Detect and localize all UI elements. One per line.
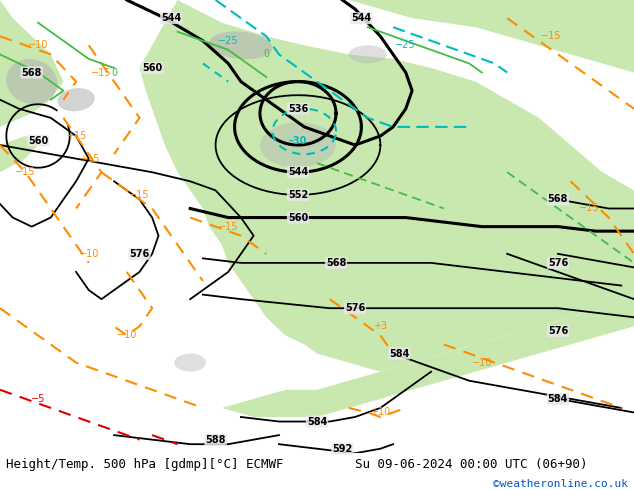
Text: +15: +15 [79, 154, 99, 164]
Text: 552: 552 [288, 190, 308, 200]
Text: 544: 544 [288, 167, 308, 177]
Text: −15: −15 [541, 31, 562, 41]
Text: +10: +10 [370, 408, 391, 417]
Text: 560: 560 [28, 136, 48, 146]
Text: −25: −25 [396, 40, 416, 50]
Polygon shape [0, 136, 38, 172]
Text: 576: 576 [345, 303, 365, 313]
Text: +15: +15 [66, 131, 86, 141]
Text: −10: −10 [117, 330, 137, 341]
Polygon shape [139, 0, 634, 371]
Text: −15: −15 [15, 167, 36, 177]
Text: –30: –30 [289, 136, 307, 146]
Polygon shape [222, 294, 634, 417]
Text: 544: 544 [161, 13, 181, 23]
Text: ©weatheronline.co.uk: ©weatheronline.co.uk [493, 480, 628, 490]
Text: −5: −5 [31, 394, 45, 404]
Text: 576: 576 [548, 258, 568, 268]
Text: 576: 576 [548, 326, 568, 336]
Polygon shape [0, 0, 63, 127]
Text: 544: 544 [351, 13, 372, 23]
Text: 584: 584 [389, 348, 410, 359]
Polygon shape [349, 0, 634, 73]
Text: 588: 588 [205, 435, 226, 444]
Text: −10: −10 [79, 249, 99, 259]
Text: −15: −15 [91, 68, 112, 77]
Text: 568: 568 [22, 68, 42, 77]
Text: 584: 584 [307, 416, 327, 426]
Text: −15: −15 [218, 221, 238, 232]
Text: −10: −10 [28, 40, 48, 50]
Text: Su 09-06-2024 00:00 UTC (06+90): Su 09-06-2024 00:00 UTC (06+90) [355, 458, 588, 471]
Text: 584: 584 [548, 394, 568, 404]
Ellipse shape [349, 46, 387, 63]
Text: −10: −10 [472, 358, 492, 368]
Ellipse shape [6, 59, 57, 104]
Text: 568: 568 [548, 195, 568, 204]
Text: Height/Temp. 500 hPa [gdmp][°C] ECMWF: Height/Temp. 500 hPa [gdmp][°C] ECMWF [6, 458, 284, 471]
Text: +3: +3 [373, 321, 387, 331]
Text: 560: 560 [288, 213, 308, 222]
Text: 0: 0 [263, 49, 269, 59]
Text: −15: −15 [579, 203, 600, 214]
Ellipse shape [209, 31, 273, 59]
Text: 592: 592 [332, 444, 353, 454]
Text: 536: 536 [288, 104, 308, 114]
Text: 568: 568 [326, 258, 346, 268]
Text: −15: −15 [129, 190, 150, 200]
Text: −25: −25 [218, 36, 238, 46]
Text: 560: 560 [142, 63, 162, 73]
Ellipse shape [174, 354, 206, 371]
Ellipse shape [260, 122, 336, 168]
Ellipse shape [58, 88, 94, 111]
Text: 576: 576 [129, 249, 150, 259]
Text: 0: 0 [111, 68, 117, 77]
